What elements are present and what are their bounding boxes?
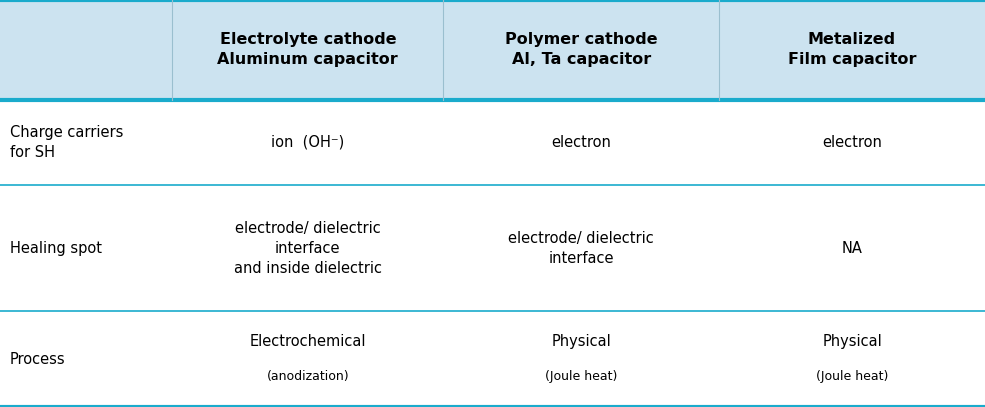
Text: Metalized
Film capacitor: Metalized Film capacitor <box>788 33 916 67</box>
Text: Physical: Physical <box>822 335 882 350</box>
Text: NA: NA <box>841 241 863 256</box>
Bar <box>0 100 985 185</box>
Text: electron: electron <box>552 135 611 150</box>
Text: electron: electron <box>822 135 882 150</box>
Bar <box>0 311 985 407</box>
Text: Physical: Physical <box>552 335 611 350</box>
Text: Healing spot: Healing spot <box>10 241 101 256</box>
Text: electrode/ dielectric
interface: electrode/ dielectric interface <box>508 231 654 266</box>
Text: Electrochemical: Electrochemical <box>249 335 366 350</box>
Bar <box>0 0 985 100</box>
Text: (anodization): (anodization) <box>267 370 349 383</box>
Text: Process: Process <box>10 352 65 367</box>
Text: Electrolyte cathode
Aluminum capacitor: Electrolyte cathode Aluminum capacitor <box>218 33 398 67</box>
Text: Charge carriers
for SH: Charge carriers for SH <box>10 125 123 160</box>
Text: electrode/ dielectric
interface
and inside dielectric: electrode/ dielectric interface and insi… <box>233 221 382 276</box>
Text: (Joule heat): (Joule heat) <box>545 370 618 383</box>
Text: Polymer cathode
Al, Ta capacitor: Polymer cathode Al, Ta capacitor <box>505 33 657 67</box>
Text: (Joule heat): (Joule heat) <box>816 370 888 383</box>
Text: ion  (OH⁻): ion (OH⁻) <box>271 135 345 150</box>
Bar <box>0 185 985 311</box>
